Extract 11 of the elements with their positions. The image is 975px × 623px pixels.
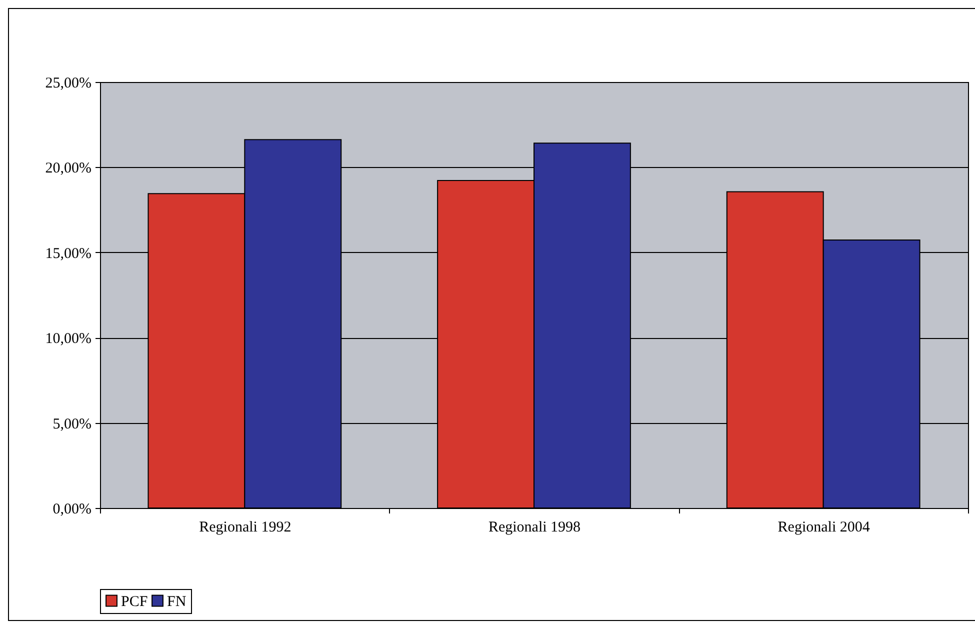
x-tick-label: Regionali 1998 <box>488 520 581 536</box>
x-tick-label: Regionali 2004 <box>778 520 870 536</box>
y-tick-label: 10,00% <box>45 331 92 348</box>
legend-label: FN <box>167 594 186 610</box>
legend-label: PCF <box>121 594 148 610</box>
y-tick-label: 5,00% <box>52 416 92 432</box>
y-tick-label: 25,00% <box>45 76 92 92</box>
y-tick-label: 15,00% <box>45 246 92 262</box>
y-tick-label: 0,00% <box>52 502 92 518</box>
x-tick-label: Regionali 1992 <box>199 520 292 536</box>
y-tick-label: 20,00% <box>45 160 92 177</box>
